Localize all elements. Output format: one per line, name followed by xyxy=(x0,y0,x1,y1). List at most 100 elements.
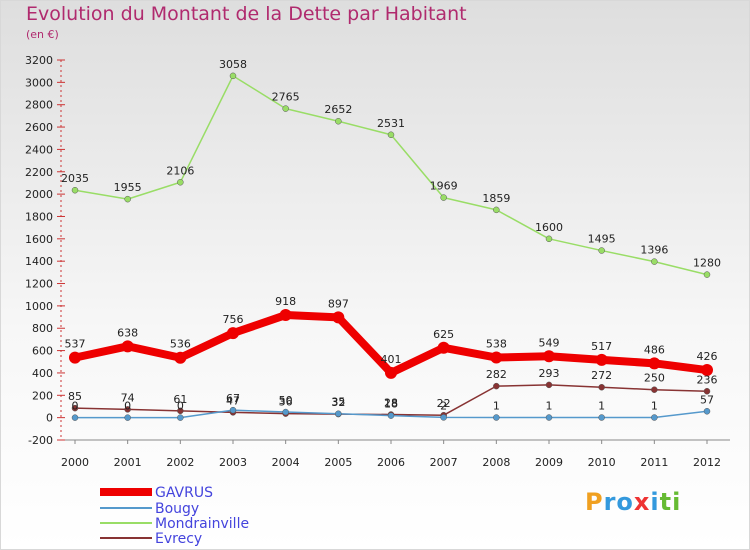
x-tick-label: 2002 xyxy=(166,456,194,469)
data-point xyxy=(493,414,500,421)
y-tick-label: 1000 xyxy=(25,300,53,313)
data-point xyxy=(71,404,79,412)
data-label: 1955 xyxy=(114,181,142,194)
data-label: 236 xyxy=(697,373,718,386)
data-label: 2035 xyxy=(61,172,89,185)
data-point xyxy=(701,364,713,377)
data-label: 2 xyxy=(440,399,447,412)
y-tick-label: 1400 xyxy=(25,255,53,268)
data-point xyxy=(648,357,661,370)
chart-title: Evolution du Montant de la Dette par Hab… xyxy=(26,3,467,25)
data-point xyxy=(71,414,79,421)
data-point xyxy=(545,235,553,243)
chart-subtitle: (en €) xyxy=(26,28,59,41)
y-tick-label: 3000 xyxy=(25,76,53,89)
y-tick-label: 1200 xyxy=(25,278,53,291)
legend-label-gavrus: GAVRUS xyxy=(155,485,213,501)
data-point xyxy=(121,340,134,353)
data-label: 50 xyxy=(279,394,293,407)
data-label: 28 xyxy=(384,397,398,410)
y-tick-label: 2200 xyxy=(25,166,53,179)
data-point xyxy=(545,414,553,421)
data-label: 1600 xyxy=(535,221,563,234)
data-label: 536 xyxy=(170,338,191,351)
data-label: 47 xyxy=(226,394,240,407)
x-tick-label: 2010 xyxy=(588,456,616,469)
data-label: 1859 xyxy=(482,192,510,205)
data-label: 918 xyxy=(275,295,296,308)
data-label: 1 xyxy=(651,400,658,413)
data-point xyxy=(335,117,342,125)
data-point xyxy=(69,351,81,364)
data-point xyxy=(490,351,503,364)
data-label: 22 xyxy=(437,397,451,410)
data-label: 1969 xyxy=(430,180,458,193)
data-label: 1280 xyxy=(693,257,721,270)
y-tick-label: 200 xyxy=(32,389,53,402)
data-point xyxy=(493,206,500,214)
data-point xyxy=(174,351,187,364)
data-point xyxy=(387,131,395,139)
data-label: 2652 xyxy=(324,103,352,116)
data-label: 74 xyxy=(121,391,135,404)
data-label: 36 xyxy=(279,396,293,409)
data-label: 3058 xyxy=(219,58,247,71)
x-tick-label: 2000 xyxy=(61,456,89,469)
data-point xyxy=(387,412,395,419)
data-label: 638 xyxy=(117,326,138,339)
x-tick-label: 2012 xyxy=(693,456,721,469)
data-label: 85 xyxy=(68,390,82,403)
data-label: 2106 xyxy=(166,164,194,177)
proxiti-logo: Proxiti xyxy=(585,488,682,516)
x-tick-label: 2008 xyxy=(482,456,510,469)
y-tick-label: 3200 xyxy=(25,54,53,67)
data-labels: 537 638 536 756 918 897 401 625 538 549 517 486 426 0… xyxy=(61,58,721,413)
data-point xyxy=(282,105,289,112)
x-tick-label: 2011 xyxy=(640,456,668,469)
data-point xyxy=(71,186,79,194)
data-point xyxy=(651,258,658,265)
data-point xyxy=(229,406,237,414)
data-point xyxy=(282,408,289,416)
data-label: 517 xyxy=(591,340,612,353)
data-point xyxy=(385,366,397,379)
data-point xyxy=(595,353,608,366)
y-tick-label: 0 xyxy=(46,412,53,425)
data-label: 272 xyxy=(591,369,612,382)
data-label: 1 xyxy=(546,400,553,413)
data-point xyxy=(440,194,447,201)
data-point xyxy=(177,179,184,186)
data-label: 2531 xyxy=(377,117,405,130)
data-label: 897 xyxy=(328,297,349,310)
data-label: 293 xyxy=(539,367,560,380)
x-tick-label: 2003 xyxy=(219,456,247,469)
data-label: 537 xyxy=(65,338,86,351)
y-tick-label: 1600 xyxy=(25,233,53,246)
x-tick-label: 2009 xyxy=(535,456,563,469)
x-tick-label: 2005 xyxy=(324,456,352,469)
data-label: 35 xyxy=(331,396,345,409)
data-point xyxy=(703,388,711,395)
data-point xyxy=(440,414,447,421)
data-label: 1 xyxy=(493,400,500,413)
data-point xyxy=(493,382,500,390)
data-label: 18 xyxy=(384,398,398,411)
data-label: 61 xyxy=(173,393,187,406)
data-label: 756 xyxy=(223,313,244,326)
data-label: 538 xyxy=(486,338,507,351)
data-label: 282 xyxy=(486,368,507,381)
y-tick-label: 2000 xyxy=(25,188,53,201)
legend-label-evrecy: Evrecy xyxy=(155,531,202,547)
y-tick-label: -200 xyxy=(28,434,53,447)
data-point xyxy=(335,410,342,417)
data-label: 486 xyxy=(644,343,665,356)
data-label: 0 xyxy=(124,400,131,413)
x-tick-label: 2001 xyxy=(114,456,142,469)
data-label: 1495 xyxy=(588,233,616,246)
data-point xyxy=(598,383,605,391)
data-label: 401 xyxy=(381,353,402,366)
data-point xyxy=(227,327,239,340)
x-tick-label: 2007 xyxy=(430,456,458,469)
